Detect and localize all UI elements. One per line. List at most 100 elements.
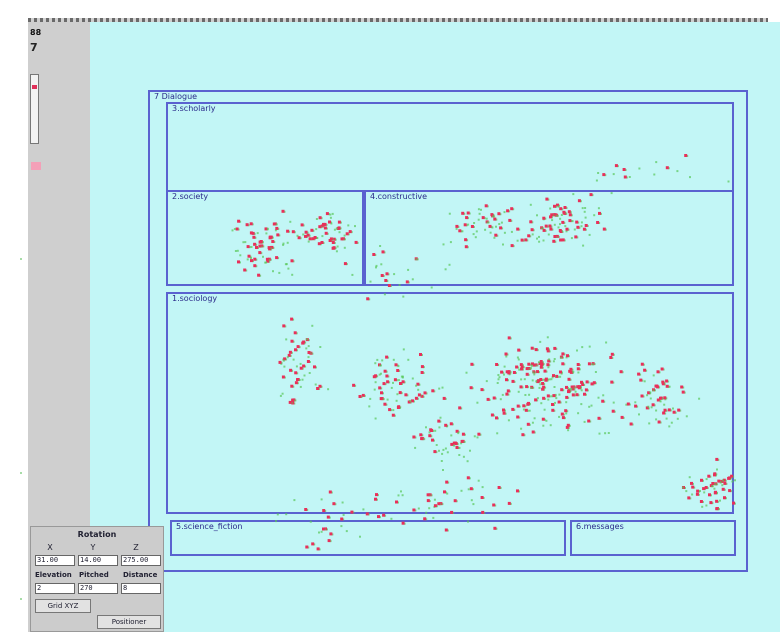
map-point-primary bbox=[340, 237, 344, 241]
map-point-secondary bbox=[554, 395, 557, 398]
map-point-primary bbox=[502, 411, 506, 415]
map-point-primary bbox=[677, 408, 681, 412]
color-marker-icon[interactable] bbox=[31, 162, 41, 170]
map-point-primary bbox=[552, 394, 556, 398]
map-point-secondary bbox=[474, 236, 477, 239]
map-point-secondary bbox=[676, 170, 679, 173]
map-point-secondary bbox=[612, 173, 615, 176]
map-point-primary bbox=[672, 410, 676, 414]
map-point-secondary bbox=[369, 280, 372, 283]
map-point-secondary bbox=[315, 218, 318, 220]
map-point-primary bbox=[328, 220, 331, 224]
distance-label: Distance bbox=[123, 571, 158, 579]
map-canvas[interactable]: 7 Dialogue 3.scholarly 2.society 4.const… bbox=[90, 22, 780, 632]
map-point-secondary bbox=[498, 223, 501, 225]
region-root[interactable]: 7 Dialogue bbox=[148, 90, 748, 572]
map-point-primary bbox=[393, 378, 397, 382]
window-titlebar-strip bbox=[28, 18, 768, 23]
map-point-secondary bbox=[593, 214, 596, 217]
map-point-secondary bbox=[303, 374, 306, 377]
map-point-secondary bbox=[583, 420, 586, 423]
pitched-label: Pitched bbox=[79, 571, 109, 579]
stray-point bbox=[20, 598, 22, 600]
map-point-primary bbox=[555, 374, 559, 378]
map-point-secondary bbox=[351, 273, 354, 276]
map-point-primary bbox=[253, 264, 257, 268]
map-point-secondary bbox=[582, 244, 585, 247]
map-point-primary bbox=[417, 393, 421, 397]
map-point-primary bbox=[291, 398, 295, 402]
map-point-primary bbox=[461, 211, 465, 215]
map-point-secondary bbox=[528, 393, 531, 396]
map-point-primary bbox=[551, 408, 555, 412]
distance-field[interactable]: 8 bbox=[121, 583, 161, 594]
map-point-primary bbox=[407, 400, 411, 404]
axis-label-x: X bbox=[47, 543, 53, 552]
map-point-secondary bbox=[450, 434, 453, 437]
map-point-secondary bbox=[571, 220, 574, 223]
map-point-primary bbox=[512, 371, 516, 374]
region-main[interactable]: 1.sociology bbox=[166, 292, 734, 514]
elevation-field[interactable]: 2 bbox=[35, 583, 75, 594]
map-point-secondary bbox=[374, 417, 377, 420]
map-point-secondary bbox=[303, 342, 306, 345]
region-mid-left[interactable]: 2.society bbox=[166, 190, 364, 286]
map-point-primary bbox=[709, 501, 713, 505]
region-mid-right[interactable]: 4.constructive bbox=[364, 190, 734, 286]
map-point-primary bbox=[420, 394, 424, 398]
map-point-secondary bbox=[501, 393, 504, 396]
map-point-secondary bbox=[362, 508, 365, 511]
map-point-secondary bbox=[308, 372, 311, 374]
map-point-secondary bbox=[398, 284, 401, 286]
map-point-secondary bbox=[290, 401, 293, 404]
map-point-secondary bbox=[390, 517, 393, 520]
pitched-field[interactable]: 270 bbox=[78, 583, 118, 594]
rotation-x-field[interactable]: 31.00 bbox=[35, 555, 75, 566]
map-point-secondary bbox=[551, 228, 554, 231]
map-point-secondary bbox=[287, 267, 290, 270]
map-point-secondary bbox=[458, 454, 461, 456]
map-point-primary bbox=[566, 354, 569, 358]
map-point-primary bbox=[614, 164, 618, 168]
map-point-primary bbox=[560, 412, 564, 416]
map-point-primary bbox=[661, 380, 665, 384]
zoom-slider[interactable] bbox=[30, 74, 39, 144]
map-point-primary bbox=[505, 370, 509, 374]
region-bottom-right[interactable]: 6.messages bbox=[570, 520, 736, 556]
map-point-primary bbox=[634, 404, 638, 408]
map-point-secondary bbox=[244, 241, 247, 244]
map-point-primary bbox=[401, 521, 405, 525]
region-bottom-left[interactable]: 5.science_fiction bbox=[170, 520, 566, 556]
rotation-z-field[interactable]: 275.00 bbox=[121, 555, 161, 566]
grid-mode-button[interactable]: Grid XYZ bbox=[35, 599, 91, 613]
map-point-primary bbox=[463, 223, 467, 227]
map-point-primary bbox=[329, 237, 333, 241]
map-point-secondary bbox=[588, 345, 591, 348]
map-point-secondary bbox=[565, 412, 568, 415]
map-point-secondary bbox=[555, 397, 558, 400]
map-point-primary bbox=[549, 227, 553, 231]
map-point-primary bbox=[310, 228, 314, 232]
map-point-secondary bbox=[698, 397, 701, 400]
map-point-primary bbox=[559, 370, 562, 374]
map-point-secondary bbox=[560, 214, 563, 216]
positioner-button[interactable]: Positioner bbox=[97, 615, 161, 629]
map-point-secondary bbox=[250, 257, 252, 259]
map-point-primary bbox=[249, 231, 253, 235]
map-point-secondary bbox=[578, 226, 581, 229]
map-point-primary bbox=[720, 479, 724, 483]
map-point-primary bbox=[556, 203, 559, 207]
map-point-primary bbox=[249, 222, 253, 226]
region-top-label: 3.scholarly bbox=[172, 104, 216, 113]
map-point-primary bbox=[596, 221, 600, 224]
rotation-y-field[interactable]: 14.00 bbox=[78, 555, 118, 566]
map-point-primary bbox=[289, 368, 293, 372]
map-point-secondary bbox=[524, 394, 527, 396]
map-point-secondary bbox=[442, 448, 445, 451]
map-point-primary bbox=[412, 508, 416, 512]
map-point-primary bbox=[416, 382, 420, 386]
map-point-primary bbox=[494, 233, 498, 237]
map-point-secondary bbox=[529, 366, 532, 369]
map-point-primary bbox=[539, 378, 543, 381]
map-point-primary bbox=[657, 420, 661, 424]
